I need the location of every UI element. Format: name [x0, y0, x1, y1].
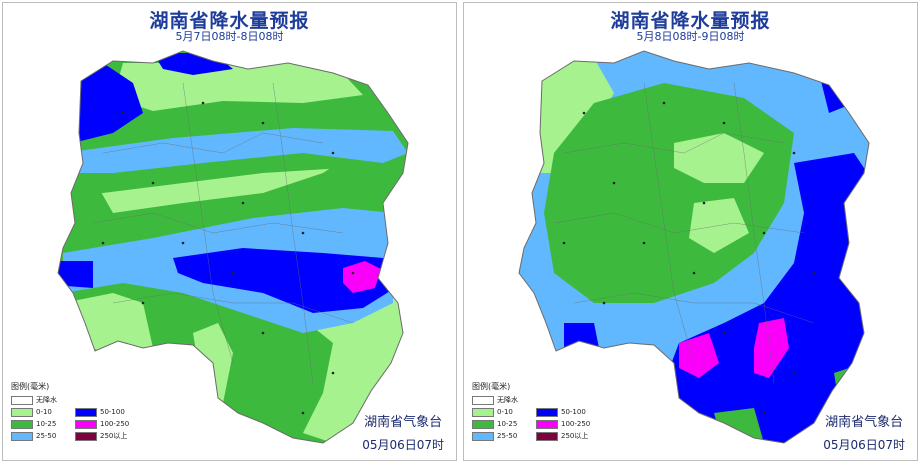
legend-entry: 无降水 — [472, 395, 536, 405]
map-title: 湖南省降水量预报 — [610, 10, 771, 32]
legend-row: 0-10 50-100 — [472, 406, 602, 418]
map-legend: 图例(毫米) 无降水 0-10 50-100 10-25 100-250 25-… — [472, 381, 602, 442]
issuer-name: 湖南省气象台 — [825, 415, 904, 430]
legend-entry: 250以上 — [75, 431, 139, 441]
issuer-name: 湖南省气象台 — [364, 415, 443, 430]
issuer-block: 湖南省气象台 05月06日07时 — [823, 411, 905, 453]
legend-entry: 100-250 — [75, 419, 139, 429]
legend-entry: 25-50 — [472, 431, 536, 441]
forecast-panel-may7: 湖南省降水量预报 5月7日08时-8日08时 图例(毫米) 无降水 0-10 5… — [2, 2, 457, 461]
issue-time: 05月06日07时 — [823, 438, 905, 452]
issuer-block: 湖南省气象台 05月06日07时 — [362, 411, 444, 453]
map-subtitle: 5月7日08时-8日08时 — [175, 30, 284, 43]
legend-entry: 25-50 — [11, 431, 75, 441]
map-title: 湖南省降水量预报 — [149, 10, 310, 32]
forecast-panel-may8: 湖南省降水量预报 5月8日08时-9日08时 图例(毫米) 无降水 0-10 5… — [463, 2, 918, 461]
rainfall-map — [518, 50, 870, 444]
issue-time: 05月06日07时 — [362, 438, 444, 452]
legend-entry: 100-250 — [536, 419, 600, 429]
legend-entry: 0-10 — [472, 407, 536, 417]
legend-title: 图例(毫米) — [11, 382, 50, 391]
map-legend: 图例(毫米) 无降水 0-10 50-100 10-25 100-250 25-… — [11, 381, 141, 442]
legend-entry: 250以上 — [536, 431, 600, 441]
rainfall-map — [57, 50, 409, 444]
legend-row: 25-50 250以上 — [11, 430, 141, 442]
legend-row: 无降水 — [472, 394, 602, 406]
legend-title: 图例(毫米) — [472, 382, 511, 391]
legend-entry: 0-10 — [11, 407, 75, 417]
legend-entry: 50-100 — [75, 407, 139, 417]
map-subtitle: 5月8日08时-9日08时 — [636, 30, 745, 43]
legend-row: 10-25 100-250 — [472, 418, 602, 430]
legend-entry: 10-25 — [472, 419, 536, 429]
legend-row: 无降水 — [11, 394, 141, 406]
legend-row: 25-50 250以上 — [472, 430, 602, 442]
legend-entry: 10-25 — [11, 419, 75, 429]
legend-entry: 无降水 — [11, 395, 75, 405]
legend-entry: 50-100 — [536, 407, 600, 417]
legend-row: 0-10 50-100 — [11, 406, 141, 418]
legend-row: 10-25 100-250 — [11, 418, 141, 430]
